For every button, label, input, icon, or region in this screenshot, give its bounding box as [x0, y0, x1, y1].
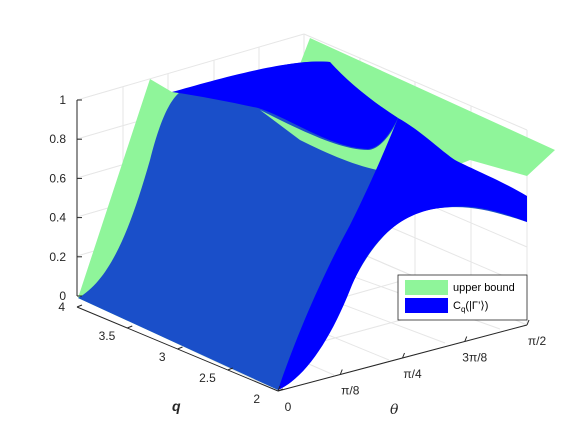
q-tick [177, 346, 183, 350]
q-tick-label: 3.5 [99, 329, 116, 343]
theta-tick [277, 385, 281, 392]
z-tick-label: 0.4 [49, 211, 66, 225]
z-tick-label: 0 [59, 289, 66, 303]
legend: upper bound Cq(|Γ’⟩) [397, 274, 528, 321]
theta-tick-label: π/8 [341, 384, 360, 398]
legend-swatch-concurrence [405, 298, 448, 313]
legend-swatch-upper-bound [405, 280, 448, 295]
theta-tick [526, 319, 530, 326]
z-tick-label: 0.8 [49, 132, 66, 146]
q-tick-label: 2.5 [199, 371, 216, 385]
q-tick-label: 4 [58, 300, 65, 314]
q-tick-label: 2 [253, 392, 260, 406]
theta-tick [464, 336, 468, 342]
concurrence-surface [78, 61, 527, 391]
theta-tick-label: 0 [285, 400, 292, 414]
theta-tick-label: π/4 [403, 367, 422, 381]
concurrence-ridge-back [172, 61, 398, 149]
theta-tick [339, 369, 343, 375]
theta-axis-label: θ [390, 402, 399, 418]
q-tick [76, 304, 83, 308]
theta-tick-labels: 0 π/8 π/4 3π/8 π/2 [277, 319, 547, 414]
concurrence-front-face [278, 118, 527, 390]
legend-label-upper-bound: upper bound [453, 282, 515, 294]
q-tick-label: 3 [159, 350, 166, 364]
q-tick [227, 367, 233, 371]
theta-tick-label: 3π/8 [462, 351, 487, 365]
z-tick-labels: 0 0.2 0.4 0.6 0.8 1 [49, 93, 82, 303]
theta-tick-label: π/2 [528, 334, 547, 348]
q-axis-label: q [172, 398, 181, 414]
z-tick-label: 0.6 [49, 171, 66, 185]
z-tick-label: 1 [59, 93, 66, 107]
theta-tick [402, 352, 405, 359]
z-tick-label: 0.2 [49, 250, 66, 264]
q-tick [127, 325, 133, 329]
legend-label-concurrence: Cq(|Γ’⟩) [453, 300, 488, 314]
q-tick-labels: 4 3.5 3 2.5 2 [58, 300, 284, 406]
